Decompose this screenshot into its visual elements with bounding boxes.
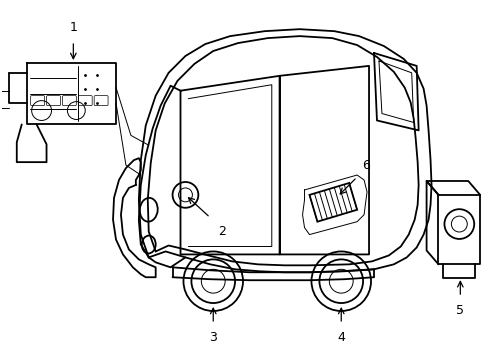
Text: 2: 2 <box>218 225 225 238</box>
Text: 3: 3 <box>209 331 217 344</box>
Text: 6: 6 <box>361 159 369 172</box>
Text: 5: 5 <box>455 304 464 317</box>
Text: 4: 4 <box>337 331 345 344</box>
Text: 1: 1 <box>69 21 77 34</box>
